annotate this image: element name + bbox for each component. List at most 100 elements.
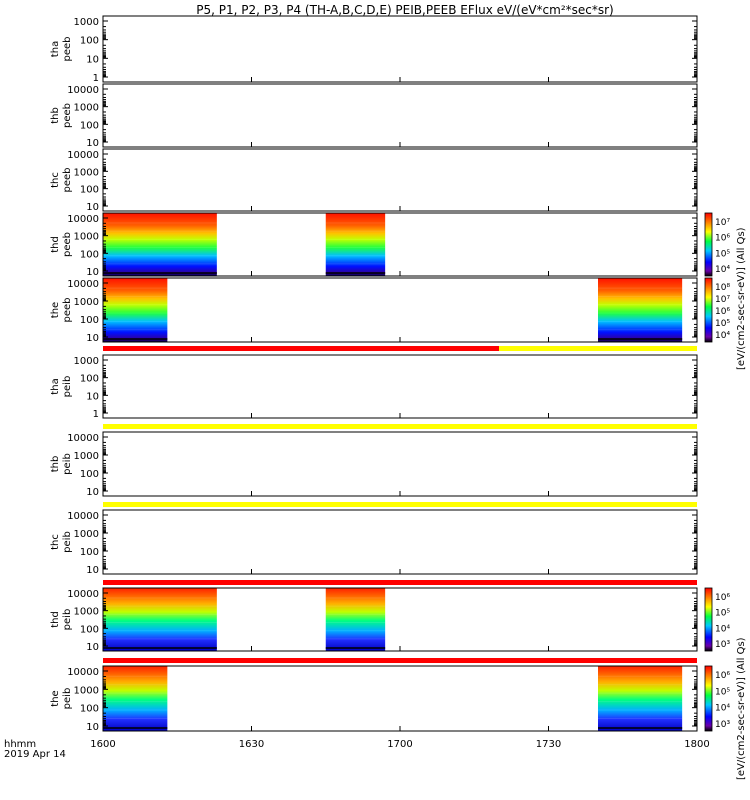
y-tick-label: 100 [80, 315, 99, 326]
spectrogram-streak [325, 230, 386, 232]
flag-bar-red [103, 346, 499, 351]
spectrogram-streak [103, 312, 168, 314]
spectrogram-streak [598, 312, 683, 314]
colorbar-tick-label: 10³ [715, 640, 730, 650]
spectrogram-streak [103, 295, 168, 297]
y-tick-label: 1000 [74, 356, 99, 367]
y-tick-label: 100 [80, 120, 99, 131]
panel-thb-peeb: 10000 1000 100 10 thb peeb [50, 83, 698, 149]
flag-bar-yellow [103, 424, 697, 429]
spectrogram-block [325, 588, 386, 651]
panel-probe-label: thc [50, 172, 61, 188]
colorbar-tick-label: 10⁷ [715, 295, 730, 305]
y-tick-label: 100 [80, 36, 99, 47]
colorbars-group: 10⁷ 10⁶ 10⁵ 10⁴ 10⁸ 10⁷ 10⁶ 10⁵ 10⁴ 10⁶ 10⁵ 10⁴ 10³ 1… [704, 212, 730, 732]
x-tick-label: 1800 [684, 739, 709, 750]
quality-flag-bars [103, 346, 697, 663]
y-tick-label: 10 [86, 391, 99, 402]
panel-thc-peeb: 10000 1000 100 10 thc peeb [50, 148, 698, 213]
spectrogram-streak [598, 692, 683, 694]
time-label-hhmm: hhmm [4, 739, 36, 750]
colorbar-tick-label: 10⁵ [715, 319, 730, 329]
colorbar [704, 277, 713, 343]
y-tick-label: 100 [80, 624, 99, 635]
colorbar-tick-label: 10⁸ [715, 283, 730, 293]
y-tick-label: 1000 [74, 607, 99, 618]
panel-the-peeb: 10000 1000 100 10 the peeb [50, 277, 698, 344]
spectrogram-streak [103, 263, 217, 265]
spectrogram-streak [325, 238, 386, 240]
spectrogram-streak [103, 630, 217, 632]
panel-probe-label: thc [50, 534, 61, 550]
panel-species-label: peeb [62, 232, 73, 257]
y-tick-label: 1 [93, 409, 99, 420]
colorbar [704, 665, 713, 732]
y-tick-label: 10000 [67, 433, 99, 444]
spectrogram-streak [598, 684, 683, 686]
panel-the-peib: 10000 1000 100 10 the peib [50, 665, 698, 733]
spectrogram-streak [103, 238, 217, 240]
flag-bar-red [103, 580, 697, 585]
spectrogram-streak [325, 605, 386, 607]
colorbar-tick-label: 10⁷ [715, 218, 730, 228]
y-tick-label: 100 [80, 704, 99, 715]
panel-probe-label: thd [50, 611, 61, 628]
y-tick-label: 10000 [67, 511, 99, 522]
spectrogram-block [325, 213, 386, 276]
panel-frame [102, 148, 698, 212]
spectrogram-streak [598, 709, 683, 711]
panel-species-label: peib [62, 609, 73, 631]
spectrogram-streak [325, 622, 386, 624]
spectrogram-block [103, 588, 217, 651]
panel-probe-label: thb [50, 107, 61, 124]
panel-species-label: peib [62, 531, 73, 553]
panel-frame [102, 15, 698, 83]
colorbar-label-electron: [eV/(cm2-sec-sr-eV)] (All Qs) [736, 227, 747, 370]
panel-probe-label: thd [50, 236, 61, 253]
colorbar-tick-label: 10⁴ [715, 331, 730, 341]
spectrogram-streak [103, 304, 168, 306]
spectrogram-streak [598, 329, 683, 331]
spectrogram-streak [103, 613, 217, 615]
spectrogram-streak [103, 287, 168, 289]
colorbar-tick-label: 10⁶ [715, 307, 730, 317]
figure-title: P5, P1, P2, P3, P4 (TH-A,B,C,D,E) PEIB,P… [196, 3, 613, 17]
panel-frame [102, 354, 698, 419]
panel-tha-peib: 1000 100 10 1 tha peib [50, 354, 698, 420]
y-tick-label: 1000 [74, 17, 99, 28]
colorbar-tick-label: 10⁶ [715, 671, 730, 681]
spectrogram-streak [103, 255, 217, 257]
flag-bar-yellow [103, 502, 697, 507]
colorbar-tick-label: 10⁶ [715, 234, 730, 244]
spectrogram-block [598, 278, 683, 342]
spectrogram-streak [598, 718, 683, 719]
spectrogram-streak [598, 304, 683, 306]
y-tick-label: 10 [86, 642, 99, 653]
y-tick-label: 10000 [67, 214, 99, 225]
spectrogram-block [103, 213, 217, 276]
spectrogram-streak [598, 320, 683, 322]
flag-bar-red [103, 658, 697, 663]
time-axis: 1600 1630 1700 1730 1800 [90, 739, 709, 750]
y-tick-label: 1000 [74, 167, 99, 178]
panel-probe-label: the [50, 302, 61, 318]
spectrogram-streak [325, 247, 386, 249]
spectrogram-streak [103, 230, 217, 232]
spectrogram-streak [103, 329, 168, 331]
y-tick-label: 1000 [74, 451, 99, 462]
y-tick-label: 100 [80, 249, 99, 260]
spectrogram-streak [103, 675, 168, 677]
spectrogram-block [103, 278, 168, 342]
y-tick-label: 10 [86, 487, 99, 498]
colorbar-tick-label: 10⁴ [715, 624, 730, 634]
spectrogram-streak [103, 320, 168, 322]
y-tick-label: 1000 [74, 232, 99, 243]
y-tick-label: 10 [86, 202, 99, 213]
spectrogram-streak [103, 638, 217, 640]
y-tick-label: 10 [86, 722, 99, 733]
y-tick-label: 100 [80, 469, 99, 480]
panel-species-label: peib [62, 453, 73, 475]
x-tick-label: 1600 [90, 739, 115, 750]
spectrogram-streak [103, 692, 168, 694]
